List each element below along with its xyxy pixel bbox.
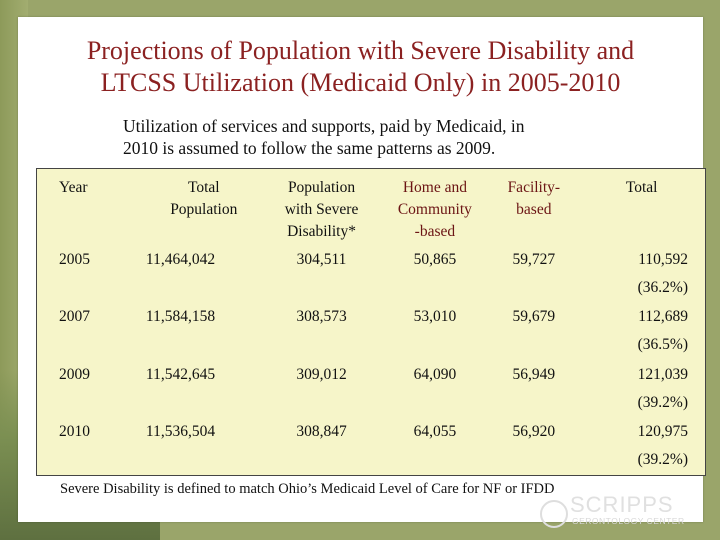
cell-total-value: 121,039: [637, 365, 688, 383]
page-title: Projections of Population with Severe Di…: [18, 35, 703, 99]
cell-total-population: 11,542,645: [145, 365, 216, 383]
cell-year: 2007: [59, 308, 90, 326]
logo-mark-icon: [540, 500, 568, 528]
header-facility: Facility- based: [489, 169, 578, 246]
cell-total: 120,975 (39.2%): [578, 418, 705, 475]
cell-total: 112,689 (36.5%): [578, 303, 705, 360]
cell-home-community: 53,010: [413, 308, 457, 326]
cell-population-severe: 308,847: [296, 422, 347, 440]
header-population-severe: Population with Severe Disability*: [263, 169, 381, 246]
cell-total-percent: (39.2%): [637, 450, 688, 468]
header-home-community-line-1: Home and: [402, 179, 467, 196]
cell-home-community: 64,055: [413, 422, 457, 440]
cell-year: 2009: [59, 365, 90, 383]
cell-total: 110,592 (36.2%): [578, 246, 705, 303]
cell-facility: 59,679: [512, 308, 556, 326]
cell-total-percent: (36.2%): [637, 279, 688, 296]
cell-facility: 56,920: [512, 422, 556, 440]
header-year-label: Year: [59, 179, 88, 196]
footnote: Severe Disability is defined to match Oh…: [60, 481, 555, 497]
cell-total-percent: (39.2%): [637, 393, 688, 411]
cell-population-severe: 308,573: [296, 308, 347, 326]
table-row: 2005 11,464,042 304,511 50,865 59,727 11…: [37, 246, 705, 303]
cell-home-community: 50,865: [413, 251, 457, 268]
header-total-population: Total Population: [136, 169, 263, 246]
header-home-community-line-2: Community: [397, 201, 472, 218]
cell-facility: 56,949: [512, 365, 556, 383]
header-population-severe-line-2: with Severe: [284, 201, 359, 218]
cell-total: 121,039 (39.2%): [578, 361, 705, 418]
table-header-row: Year Total Population Population with Se…: [37, 169, 705, 246]
logo-main-text: SCRIPPS: [570, 492, 674, 517]
scripps-logo: SCRIPPS GERONTOLOGY CENTER: [540, 492, 700, 532]
data-table-container: Year Total Population Population with Se…: [36, 168, 706, 476]
title-line-1: Projections of Population with Severe Di…: [86, 36, 635, 65]
logo-sub-text: GERONTOLOGY CENTER: [572, 516, 685, 526]
cell-total-population: 11,584,158: [145, 308, 216, 326]
cell-year: 2010: [59, 422, 90, 440]
cell-population-severe: 309,012: [296, 365, 347, 383]
header-home-community: Home and Community -based: [380, 169, 489, 246]
header-home-community-line-3: -based: [414, 223, 456, 240]
cell-year: 2005: [59, 251, 90, 268]
table-row: 2009 11,542,645 309,012 64,090 56,949 12…: [37, 361, 705, 418]
header-facility-line-2: based: [516, 201, 552, 218]
subtitle: Utilization of services and supports, pa…: [123, 115, 623, 159]
header-total-population-line-1: Total: [187, 179, 220, 196]
cell-home-community: 64,090: [413, 365, 457, 383]
title-line-2: LTCSS Utilization (Medicaid Only) in 200…: [100, 68, 621, 97]
cell-total-percent: (36.5%): [637, 336, 688, 354]
header-population-severe-line-3: Disability*: [287, 223, 356, 240]
cell-total-population: 11,536,504: [145, 422, 216, 440]
cell-total-value: 110,592: [638, 251, 688, 268]
cell-total-value: 112,689: [638, 308, 688, 326]
table-row: 2010 11,536,504 308,847 64,055 56,920 12…: [37, 418, 705, 475]
header-year: Year: [37, 169, 136, 246]
cell-facility: 59,727: [512, 251, 556, 268]
header-total-label: Total: [625, 179, 658, 196]
header-population-severe-line-1: Population: [287, 179, 356, 196]
subtitle-line-1: Utilization of services and supports, pa…: [123, 116, 525, 136]
table-row: 2007 11,584,158 308,573 53,010 59,679 11…: [37, 303, 705, 360]
cell-population-severe: 304,511: [296, 251, 347, 268]
header-total-population-line-2: Population: [170, 201, 238, 218]
subtitle-line-2: 2010 is assumed to follow the same patte…: [123, 138, 496, 158]
cell-total-population: 11,464,042: [145, 251, 216, 268]
data-table: Year Total Population Population with Se…: [37, 169, 705, 475]
cell-total-value: 120,975: [637, 422, 688, 440]
header-total: Total: [578, 169, 705, 246]
header-facility-line-1: Facility-: [507, 179, 561, 196]
